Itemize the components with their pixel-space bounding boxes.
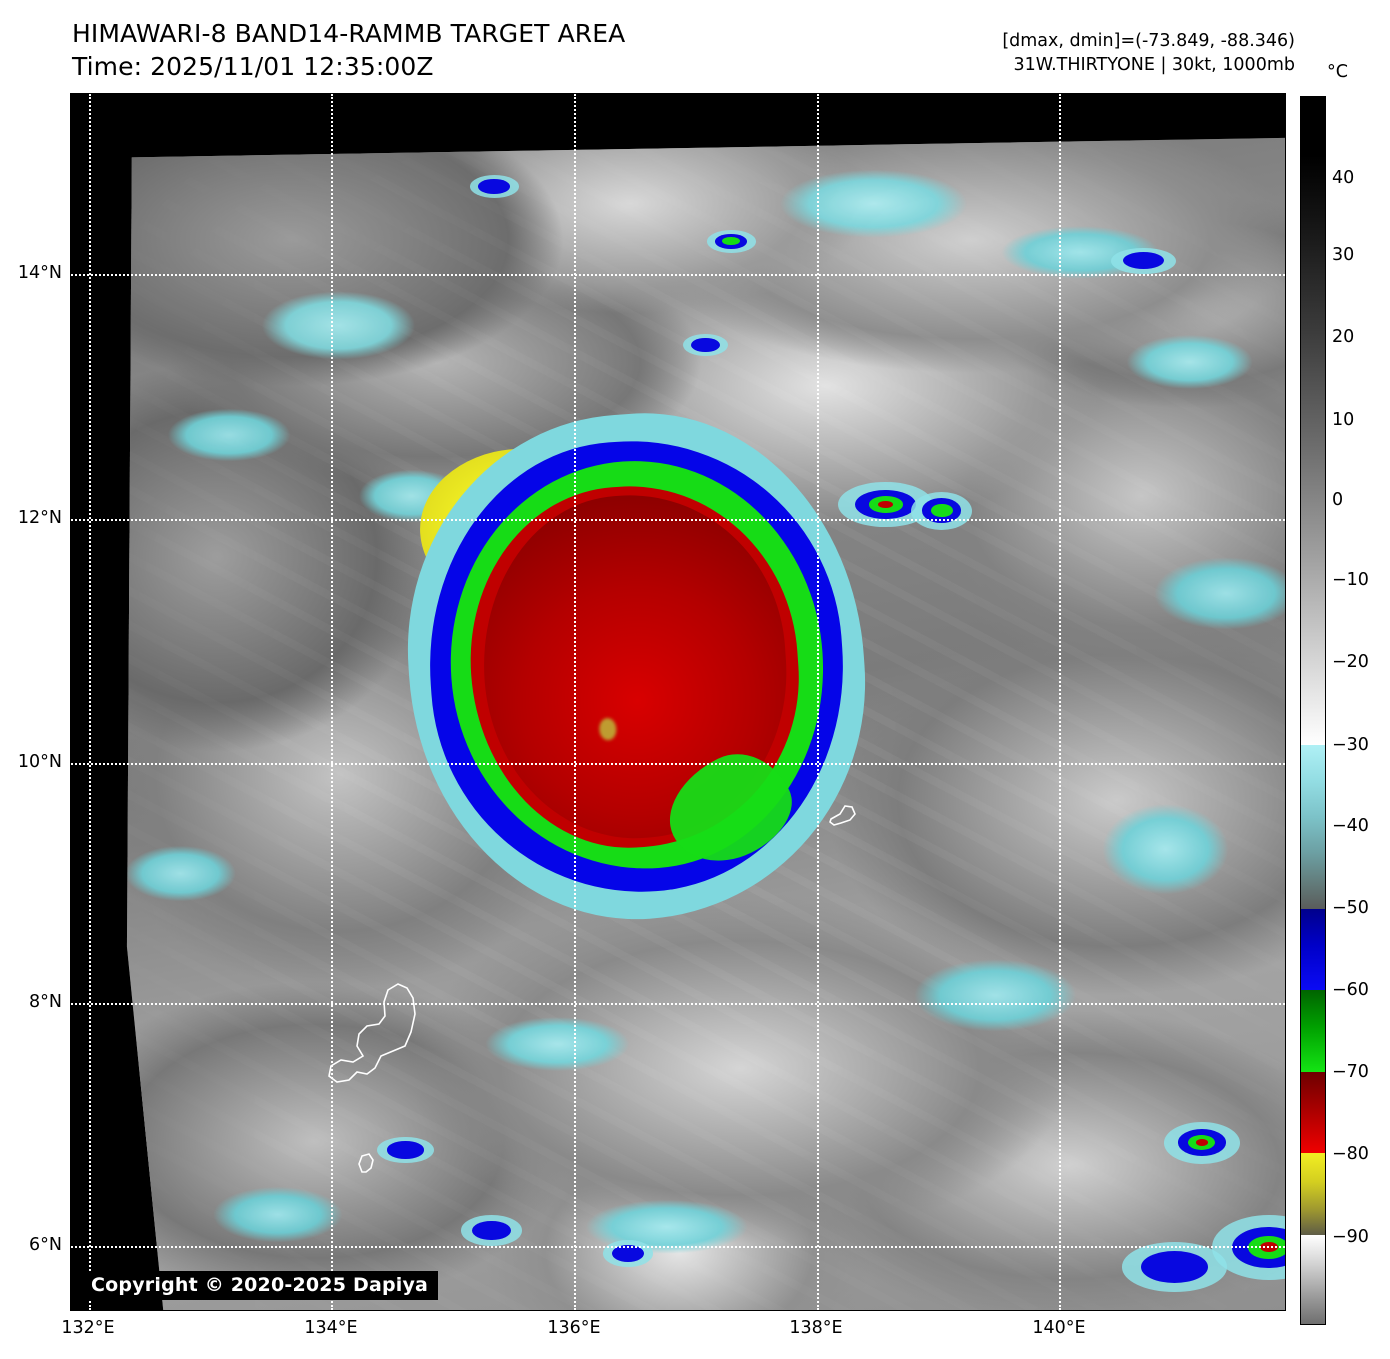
x-axis-tick: 132°E [61,1318,115,1338]
island-coastline-tiny [829,805,856,826]
colorbar-tick: 20 [1332,327,1355,347]
graticule-grid [71,94,1285,1310]
satellite-swath [126,137,1285,1310]
header-title-block: HIMAWARI-8 BAND14-RAMMB TARGET AREA Time… [72,18,625,83]
convective-cell [706,229,756,253]
convective-cell [1111,247,1176,275]
colorbar-tick: −50 [1332,898,1369,918]
x-axis-tick: 138°E [789,1318,843,1338]
coastline-overlay [328,805,856,1173]
colorbar-tick: −70 [1332,1062,1369,1082]
colorbar-tick: 30 [1332,245,1355,265]
colorbar-tick: −10 [1332,570,1369,590]
storm-info: 31W.THIRTYONE | 30kt, 1000mb [1013,54,1295,75]
header-meta-block: [dmax, dmin]=(-73.849, -88.346) 31W.THIR… [1002,30,1295,77]
gridline-lat-14 [71,274,1285,276]
convective-cell [461,1215,523,1246]
colorbar-segment-red [1301,1071,1325,1154]
convective-cell [603,1240,653,1267]
gridline-lat-12 [71,519,1285,521]
colorbar-tick: −20 [1332,652,1369,672]
timestamp: Time: 2025/11/01 12:35:00Z [72,51,434,81]
colorbar-tick: −90 [1332,1227,1369,1247]
convective-cell [376,1136,434,1164]
gridline-lon-138 [817,94,819,1310]
gridline-lat-8 [71,1003,1285,1005]
colorbar-tick: −40 [1332,816,1369,836]
gridline-lon-132 [89,94,91,1310]
copyright-banner: Copyright © 2020-2025 Dapiya [83,1271,439,1300]
plot-inner: Copyright © 2020-2025 Dapiya [71,94,1285,1310]
gridline-lat-6 [71,1246,1285,1248]
colorbar-tick-labels: 40 30 20 10 0 −10 −20 −30 −40 −50 −60 −7… [1332,0,1390,1359]
convective-cell [683,333,729,357]
colorbar-segment-greyscale [1301,97,1325,746]
colorbar-tick: 0 [1332,490,1344,510]
x-axis-tick: 134°E [304,1318,358,1338]
colorbar-segment-blue [1301,908,1325,991]
colorbar-tick: 10 [1332,410,1355,430]
convective-cell [469,175,519,198]
colorbar-tick: −80 [1332,1144,1369,1164]
gridline-lat-10 [71,763,1285,765]
colorbar-tick: −30 [1332,735,1369,755]
colorbar-tick: −60 [1332,980,1369,1000]
island-coastline-main [328,983,416,1083]
satellite-image-plot[interactable]: Copyright © 2020-2025 Dapiya [70,93,1286,1311]
colorbar-segment-yellow [1301,1153,1325,1236]
page-title: HIMAWARI-8 BAND14-RAMMB TARGET AREA [72,19,626,48]
gridline-lon-136 [574,94,576,1310]
colorbar-segment-green [1301,990,1325,1072]
colorbar-segment-coldest [1301,1235,1325,1324]
gridline-lon-134 [331,94,333,1310]
x-axis-tick: 140°E [1032,1318,1086,1338]
convective-cell [911,491,972,530]
colorbar-unit-label: °C [1327,62,1348,82]
island-coastline-small [358,1153,374,1173]
convective-cell [1122,1242,1227,1292]
colorbar-tick: 40 [1332,168,1355,188]
dminmax-readout: [dmax, dmin]=(-73.849, -88.346) [1002,31,1295,51]
gridline-lon-140 [1059,94,1061,1310]
temperature-colorbar[interactable] [1300,96,1326,1325]
x-axis-tick: 136°E [547,1318,601,1338]
colorbar-segment-cyan [1301,745,1325,909]
convective-cell [1163,1121,1240,1164]
